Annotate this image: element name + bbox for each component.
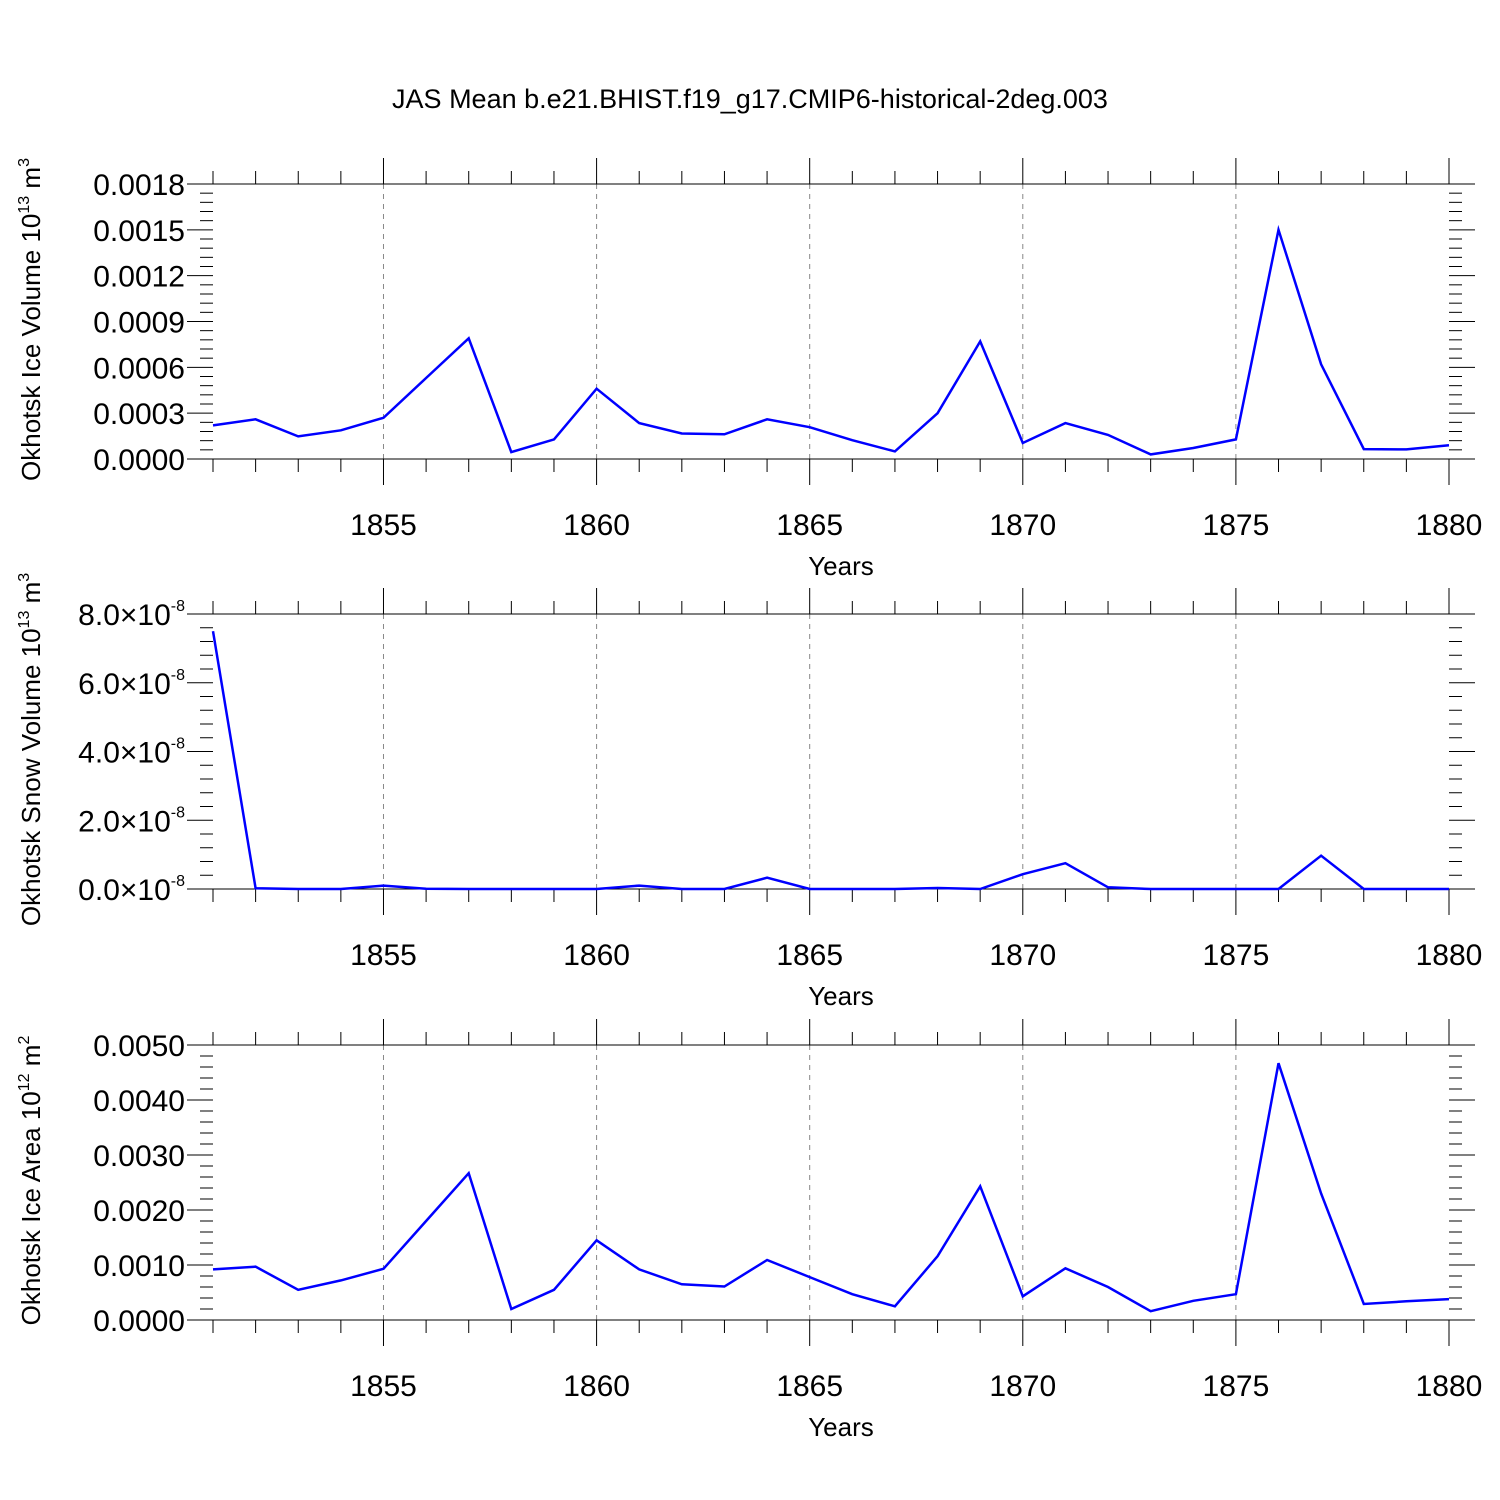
y-axis-label: Okhotsk Ice Volume 1013 m3: [16, 158, 46, 481]
y-axis-label: Okhotsk Snow Volume 1013 m3: [16, 573, 46, 926]
x-axis-label: Years: [808, 551, 874, 581]
x-tick-label: 1870: [989, 1370, 1056, 1403]
x-tick-label: 1870: [989, 509, 1056, 542]
x-tick-label: 1880: [1416, 509, 1483, 542]
y-tick-label: 0.0×10-8: [78, 873, 185, 907]
y-tick-label: 6.0×10-8: [78, 667, 185, 701]
chart-panel-3: 1855 1860 1865 1870 1875 1880 0.0000 0.0010 0.00…: [16, 1019, 1482, 1442]
x-tick-label: 1860: [563, 1370, 630, 1403]
x-tick-label: 1855: [350, 509, 417, 542]
x-tick-label: 1875: [1203, 1370, 1270, 1403]
y-tick-label: 0.0040: [93, 1085, 185, 1118]
x-tick-label: 1855: [350, 1370, 417, 1403]
y-axis-label: Okhotsk Ice Area 1012 m2: [16, 1036, 46, 1326]
series-line: [212, 1062, 1450, 1313]
x-tick-label: 1875: [1203, 509, 1270, 542]
chart-panel-2: 1855 1860 1865 1870 1875 1880 0.0×10-8 2.0×10-8…: [16, 573, 1482, 1011]
y-tick-label: 0.0050: [93, 1030, 185, 1063]
y-tick-label: 0.0006: [93, 352, 185, 385]
x-tick-label: 1855: [350, 939, 417, 972]
series-line: [212, 224, 1450, 456]
x-tick-label: 1865: [776, 509, 843, 542]
y-tick-label: 0.0003: [93, 398, 185, 431]
y-tick-label: 0.0012: [93, 261, 185, 294]
x-axis-label: Years: [808, 981, 874, 1011]
x-tick-label: 1880: [1416, 939, 1483, 972]
y-tick-label: 2.0×10-8: [78, 804, 185, 838]
series-line: [211, 630, 1449, 891]
y-tick-label: 8.0×10-8: [78, 598, 185, 632]
x-tick-label: 1870: [989, 939, 1056, 972]
chart-panel-1: 1855 1860 1865 1870 1875 1880 0.0000 0.0003 0.00…: [16, 158, 1482, 581]
figure-title: JAS Mean b.e21.BHIST.f19_g17.CMIP6-histo…: [392, 84, 1108, 114]
x-tick-label: 1875: [1203, 939, 1270, 972]
y-tick-label: 0.0000: [93, 1305, 185, 1338]
x-tick-label: 1880: [1416, 1370, 1483, 1403]
y-tick-label: 0.0020: [93, 1195, 185, 1228]
y-tick-label: 0.0000: [93, 444, 185, 477]
y-tick-label: 0.0010: [93, 1250, 185, 1283]
y-tick-label: 0.0009: [93, 307, 185, 340]
x-tick-label: 1860: [563, 509, 630, 542]
y-tick-label: 4.0×10-8: [78, 736, 185, 770]
panels: 1855 1860 1865 1870 1875 1880 0.0000 0.0003 0.00…: [16, 158, 1482, 1442]
x-tick-label: 1860: [563, 939, 630, 972]
y-tick-label: 0.0018: [93, 169, 185, 202]
y-tick-label: 0.0030: [93, 1140, 185, 1173]
x-axis-label: Years: [808, 1412, 874, 1442]
x-tick-label: 1865: [776, 1370, 843, 1403]
x-tick-label: 1865: [776, 939, 843, 972]
y-tick-label: 0.0015: [93, 215, 185, 248]
